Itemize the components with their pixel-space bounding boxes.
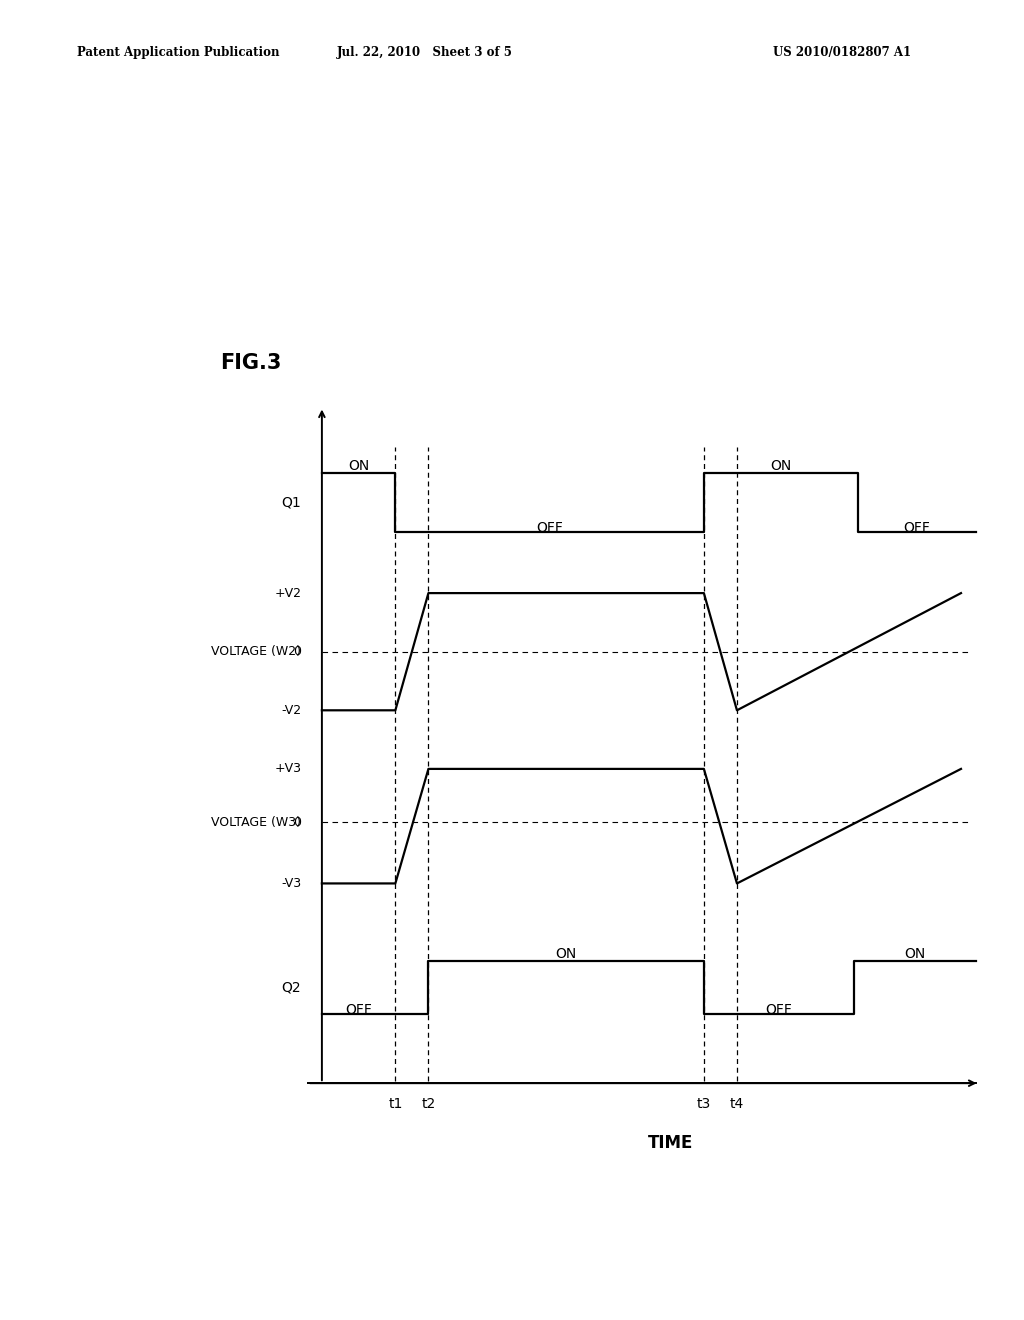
Text: +V2: +V2 [274, 586, 301, 599]
Text: Q2: Q2 [282, 981, 301, 994]
Text: VOLTAGE (W3): VOLTAGE (W3) [211, 816, 301, 829]
Text: -V3: -V3 [282, 876, 301, 890]
Text: ON: ON [904, 946, 926, 961]
Text: Jul. 22, 2010   Sheet 3 of 5: Jul. 22, 2010 Sheet 3 of 5 [337, 46, 513, 59]
Text: OFF: OFF [766, 1003, 793, 1016]
Text: FIG.3: FIG.3 [220, 352, 282, 374]
Text: ON: ON [770, 459, 792, 474]
Text: OFF: OFF [345, 1003, 372, 1016]
Text: 0: 0 [293, 816, 301, 829]
Text: t4: t4 [730, 1097, 744, 1110]
Text: t3: t3 [696, 1097, 711, 1110]
Text: ON: ON [348, 459, 370, 474]
Text: -V2: -V2 [282, 704, 301, 717]
Text: TIME: TIME [648, 1134, 693, 1152]
Text: +V3: +V3 [274, 763, 301, 775]
Text: 0: 0 [293, 645, 301, 659]
Text: ON: ON [556, 946, 577, 961]
Text: Q1: Q1 [282, 495, 301, 510]
Text: t2: t2 [421, 1097, 435, 1110]
Text: OFF: OFF [537, 520, 563, 535]
Text: t1: t1 [388, 1097, 402, 1110]
Text: OFF: OFF [903, 520, 931, 535]
Text: US 2010/0182807 A1: US 2010/0182807 A1 [773, 46, 911, 59]
Text: Patent Application Publication: Patent Application Publication [77, 46, 280, 59]
Text: VOLTAGE (W2): VOLTAGE (W2) [211, 645, 301, 659]
